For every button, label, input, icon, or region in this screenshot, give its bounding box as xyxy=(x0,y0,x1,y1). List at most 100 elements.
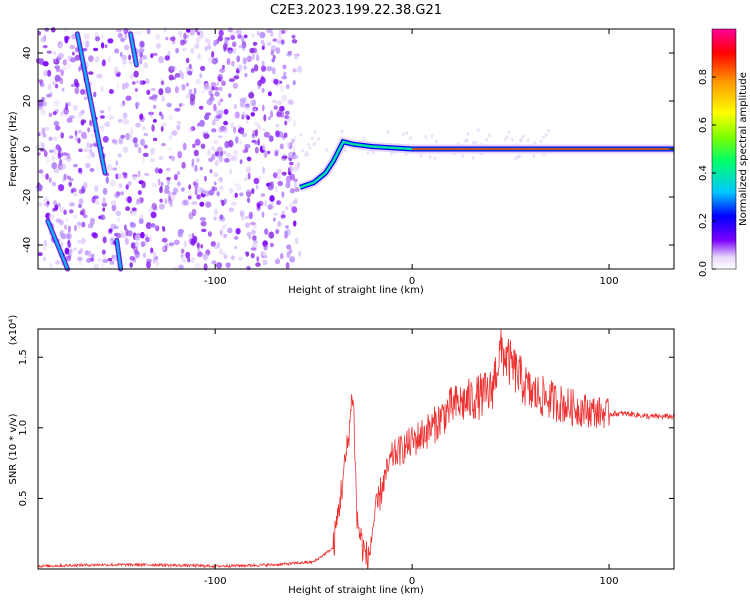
spectrogram-noise-blob xyxy=(180,83,186,91)
spectrogram-noise-blob xyxy=(93,263,100,270)
spectrogram-noise-blob xyxy=(57,52,64,59)
spectrogram-noise-blob xyxy=(233,104,237,110)
spectrogram-noise-blob xyxy=(138,218,144,225)
spectrogram-noise-blob xyxy=(252,47,257,53)
spectrogram-noise-blob xyxy=(55,68,61,73)
spectrogram-noise-blob xyxy=(277,168,282,175)
spectrogram-noise-blob xyxy=(277,180,284,187)
snr-series-line xyxy=(37,328,675,569)
spectrogram-noise-blob xyxy=(124,32,128,40)
spectrogram-noise-blob xyxy=(192,237,197,243)
spectrogram-noise-blob xyxy=(117,153,122,158)
spectrogram-noise-blob xyxy=(97,73,101,79)
spectrogram-noise-blob xyxy=(248,92,255,99)
spectrogram-noise-blob xyxy=(160,181,164,188)
spectrogram-noise-blob xyxy=(241,216,245,221)
spectrogram-noise-blob xyxy=(164,198,168,204)
spectrogram-noise-blob xyxy=(120,37,125,43)
spectrogram-noise-blob xyxy=(211,128,217,133)
spectrogram-noise-blob xyxy=(272,217,276,222)
spectrogram-noise-blob xyxy=(88,71,94,75)
spectrogram-noise-blob xyxy=(233,47,237,53)
spectrogram-noise-blob xyxy=(195,78,202,85)
spectrogram-noise-blob xyxy=(255,185,259,190)
spectrogram-noise-blob xyxy=(180,248,185,254)
spectrogram-noise-blob xyxy=(180,72,185,80)
spectrogram-noise-blob xyxy=(96,73,103,79)
spectrogram-noise-blob xyxy=(217,135,223,139)
spectrogram-noise-blob xyxy=(386,129,390,134)
spectrogram-noise-blob xyxy=(195,41,200,49)
spectrogram-noise-blob xyxy=(49,263,53,268)
spectrogram-noise-blob xyxy=(185,93,189,99)
spectrogram-noise-blob xyxy=(208,157,214,162)
spectrogram-x-tick-label: -100 xyxy=(204,276,227,287)
spectrogram-noise-blob xyxy=(154,33,161,41)
spectrogram-noise-blob xyxy=(89,148,93,155)
spectrogram-noise-blob xyxy=(195,37,201,43)
spectrogram-noise-blob xyxy=(217,100,222,106)
spectrogram-noise-blob xyxy=(180,187,185,192)
spectrogram-noise-blob xyxy=(202,252,209,261)
spectrogram-noise-blob xyxy=(164,184,170,191)
spectrogram-noise-blob xyxy=(65,102,68,111)
spectrogram-noise-blob xyxy=(143,62,149,69)
colorbar-gradient xyxy=(712,29,736,269)
spectrogram-noise-blob xyxy=(196,157,200,163)
spectrogram-noise-blob xyxy=(140,231,145,239)
spectrogram-noise-blob xyxy=(48,213,55,220)
spectrogram-noise-blob xyxy=(296,162,300,168)
spectrogram-noise-blob xyxy=(257,85,261,90)
spectrogram-noise-blob xyxy=(91,232,97,238)
spectrogram-noise-blob xyxy=(176,120,182,126)
spectrogram-noise-blob xyxy=(66,152,71,160)
snr-y-tick-label: 1.0 xyxy=(18,420,29,436)
spectrogram-noise-blob xyxy=(245,188,251,192)
spectrogram-noise-blob xyxy=(59,77,64,85)
spectrogram-noise-blob xyxy=(117,32,123,39)
spectrogram-noise-blob xyxy=(237,256,243,261)
spectrogram-noise-blob xyxy=(270,110,274,118)
spectrogram-noise-blob xyxy=(254,146,259,154)
spectrogram-noise-blob xyxy=(241,41,247,49)
spectrogram-noise-blob xyxy=(136,30,142,36)
spectrogram-noise-blob xyxy=(63,209,67,215)
spectrogram-noise-blob xyxy=(120,118,124,124)
spectrogram-noise-blob xyxy=(194,164,198,173)
spectrogram-noise-blob xyxy=(88,148,92,154)
colorbar-tick-label: 0.6 xyxy=(698,117,709,133)
spectrogram-noise-blob xyxy=(250,112,255,117)
spectrogram-noise-blob xyxy=(222,233,228,238)
spectrogram-noise-blob xyxy=(168,114,173,121)
snr-y-tick-label: 0.5 xyxy=(18,490,29,506)
spectrogram-noise-blob xyxy=(260,65,267,72)
spectrogram-noise-blob xyxy=(67,225,71,233)
spectrogram-noise-blob xyxy=(278,28,282,35)
spectrogram-noise-blob xyxy=(78,148,83,153)
spectrogram-noise-blob xyxy=(263,131,270,138)
spectrogram-noise-blob xyxy=(251,135,257,139)
spectrogram-noise-blob xyxy=(87,127,90,133)
spectrogram-noise-blob xyxy=(264,228,269,235)
spectrogram-noise-blob xyxy=(65,255,72,262)
spectrogram-noise-blob xyxy=(282,64,287,70)
spectrogram-noise-blob xyxy=(269,201,275,210)
spectrogram-noise-blob xyxy=(208,97,215,101)
spectrogram-noise-blob xyxy=(257,176,262,181)
spectrogram-noise-blob xyxy=(505,135,509,139)
spectrogram-noise-blob xyxy=(188,234,193,238)
spectrogram-noise-blob xyxy=(148,235,153,242)
spectrogram-noise-blob xyxy=(306,153,310,157)
spectrogram-noise-blob xyxy=(161,226,165,230)
spectrogram-noise-blob xyxy=(270,29,274,37)
spectrogram-noise-blob xyxy=(200,89,206,94)
spectrogram-noise-blob xyxy=(510,137,514,142)
spectrogram-noise-blob xyxy=(210,81,217,88)
spectrogram-noise-blob xyxy=(157,168,163,174)
spectrogram-noise-blob xyxy=(306,142,310,147)
spectrogram-noise-blob xyxy=(72,104,78,111)
spectrogram-noise-blob xyxy=(169,134,173,140)
spectrogram-noise-blob xyxy=(139,57,143,65)
spectrogram-x-axis-label: Height of straight line (km) xyxy=(288,285,424,296)
spectrogram-noise-blob xyxy=(190,126,196,132)
